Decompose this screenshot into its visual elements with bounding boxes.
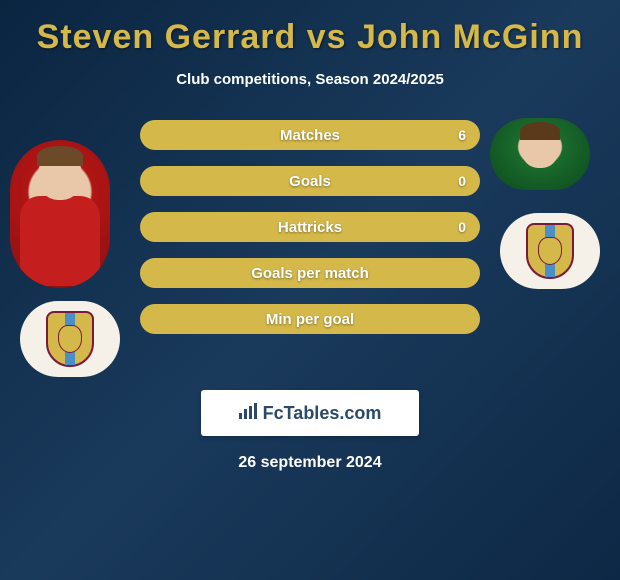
fctables-logo: FcTables.com (201, 390, 419, 436)
avfc-lion-icon (538, 237, 562, 265)
stat-row-goals: Goals 0 (140, 166, 480, 196)
logo-text: FcTables.com (263, 403, 382, 424)
stat-label: Matches (280, 127, 340, 144)
avfc-shield-icon (526, 223, 574, 279)
player-left-hair (37, 146, 83, 166)
date: 26 september 2024 (0, 454, 620, 472)
comparison-card: Steven Gerrard vs John McGinn Club compe… (0, 0, 620, 580)
page-title: Steven Gerrard vs John McGinn (0, 18, 620, 57)
stat-right-value: 0 (458, 173, 466, 189)
player-left-shirt (20, 196, 100, 286)
stat-label: Min per goal (266, 311, 354, 328)
stat-label: Goals per match (251, 265, 369, 282)
avfc-shield-icon (46, 311, 94, 367)
stat-row-min-per-goal: Min per goal (140, 304, 480, 334)
stat-label: Goals (289, 173, 331, 190)
stats-bars: Matches 6 Goals 0 Hattricks 0 Goals per … (140, 118, 480, 334)
stat-row-hattricks: Hattricks 0 (140, 212, 480, 242)
stats-area: Matches 6 Goals 0 Hattricks 0 Goals per … (0, 118, 620, 368)
stat-right-value: 6 (458, 127, 466, 143)
player-left-photo (10, 140, 110, 288)
stat-row-matches: Matches 6 (140, 120, 480, 150)
avfc-lion-icon (58, 325, 82, 353)
player-right-hair (520, 122, 560, 140)
stat-label: Hattricks (278, 219, 342, 236)
stat-row-goals-per-match: Goals per match (140, 258, 480, 288)
club-right-badge (500, 213, 600, 289)
subtitle: Club competitions, Season 2024/2025 (0, 71, 620, 88)
club-left-badge (20, 301, 120, 377)
player-right-photo (490, 118, 590, 190)
chart-icon (239, 403, 259, 424)
stat-right-value: 0 (458, 219, 466, 235)
